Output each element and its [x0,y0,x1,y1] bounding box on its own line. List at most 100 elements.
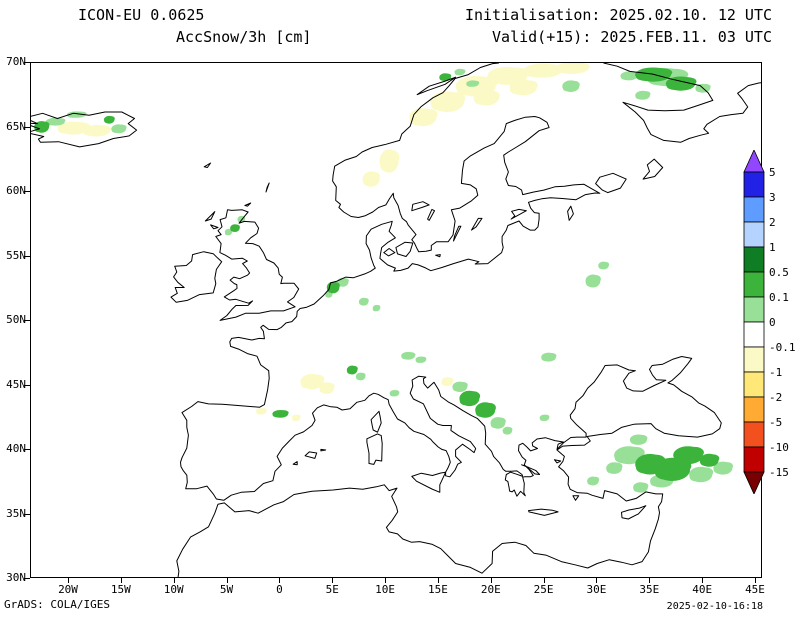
lat-label: 40N [6,442,26,455]
snow-patch [627,71,638,78]
snow-patch [490,421,499,428]
snow-patch [278,410,289,416]
snow-patch [325,382,335,390]
colorbar-label: 2 [769,216,776,229]
lat-label: 35N [6,506,26,520]
snow-patch [94,125,112,133]
snow-patch [256,410,263,415]
coastline-path [471,217,483,231]
snow-patch [698,467,714,478]
lon-label: 10E [375,583,395,596]
snow-patch [524,69,546,77]
coastline-path [553,459,562,464]
lat-label: 55N [6,248,26,262]
lat-tick [24,513,30,515]
snow-patch [272,413,282,418]
coastline-path [572,495,580,501]
lat-tick [24,191,30,192]
colorbar-segment [743,421,765,448]
coastline-path [603,63,761,143]
lat-tick [24,320,30,321]
colorbar-label: 0.5 [769,266,789,279]
snow-patch [562,84,573,92]
lat-tick [24,255,30,257]
snow-patch [325,293,330,298]
snow-patch [415,358,422,363]
lon-label: 0 [276,583,283,596]
lon-label: 25E [533,583,554,596]
colorbar-segment [743,371,765,398]
snow-patch [387,150,400,165]
lon-tick [596,578,598,583]
snow-patch [347,369,353,374]
snow-patch [332,282,340,290]
lon-label: 20E [480,583,501,596]
lon-label: 15W [110,583,131,596]
snow-patch [585,279,595,287]
coastline-path [411,201,430,212]
snow-patch [650,479,664,487]
model-title: ICON-EU 0.0625 [78,6,205,24]
snow-patch [356,375,362,380]
colorbar: 5 3 2 1 0.5 0.1 0 -0.1 -1 -2 -5 -10 -15 [743,150,796,494]
snow-patch [452,385,461,392]
snow-patch [234,224,240,230]
snow-patch [111,127,120,133]
snow-patch [375,305,381,310]
snow-patch [707,454,720,463]
lon-label: 35E [639,583,660,596]
snow-patch [40,121,50,129]
lat-tick [24,449,30,450]
colorbar-label: -1 [769,366,782,379]
snow-patch [295,414,301,419]
snow-patch [225,231,229,236]
lon-tick [68,578,69,583]
snow-patch [420,108,438,121]
lon-label: 30E [586,583,607,596]
snow-patch [614,453,632,464]
colorbar-label: 1 [769,241,776,254]
lat-label: 50N [6,313,26,326]
snow-patch [474,96,489,105]
snow-patch [506,427,513,432]
colorbar-label: 5 [769,166,776,179]
coastline-path [320,448,327,452]
snow-patch [539,416,545,421]
snow-patch [721,462,733,471]
colorbar-label: 0 [769,316,776,329]
snow-patch [459,396,471,406]
snow-patch [393,390,400,395]
creation-timestamp: 2025-02-10-16:18 [666,601,763,612]
snow-patch [569,80,580,89]
snow-patch [458,382,468,389]
lat-tick [24,126,30,128]
snow-patch [504,67,529,79]
snow-patch [83,129,99,136]
snow-patch [655,466,675,480]
snow-patch [467,391,481,401]
snow-patch [406,352,416,358]
snow-patch [547,353,557,359]
snow-patch [471,80,480,85]
snow-patch [636,461,653,474]
coastline-path [215,209,300,321]
snow-patch [674,453,691,464]
snow-patch [359,300,365,305]
coastline-path [521,464,541,475]
snow-patch [484,90,500,101]
snow-patch [541,356,550,362]
snow-patch [633,486,642,492]
colorbar-segment [743,221,765,248]
colorbar-segment [743,346,765,373]
snow-patch [641,91,651,97]
colorbar-label: -2 [769,391,782,404]
snow-patch [555,66,575,74]
snow-patch [341,278,349,284]
coastline-path [210,224,219,230]
valid-time: Valid(+15): 2025.FEB.11. 03 UTC [492,28,772,46]
coastline-path [453,225,462,242]
lon-tick [543,578,545,583]
snow-patch [488,73,511,84]
snow-patch [685,446,704,459]
